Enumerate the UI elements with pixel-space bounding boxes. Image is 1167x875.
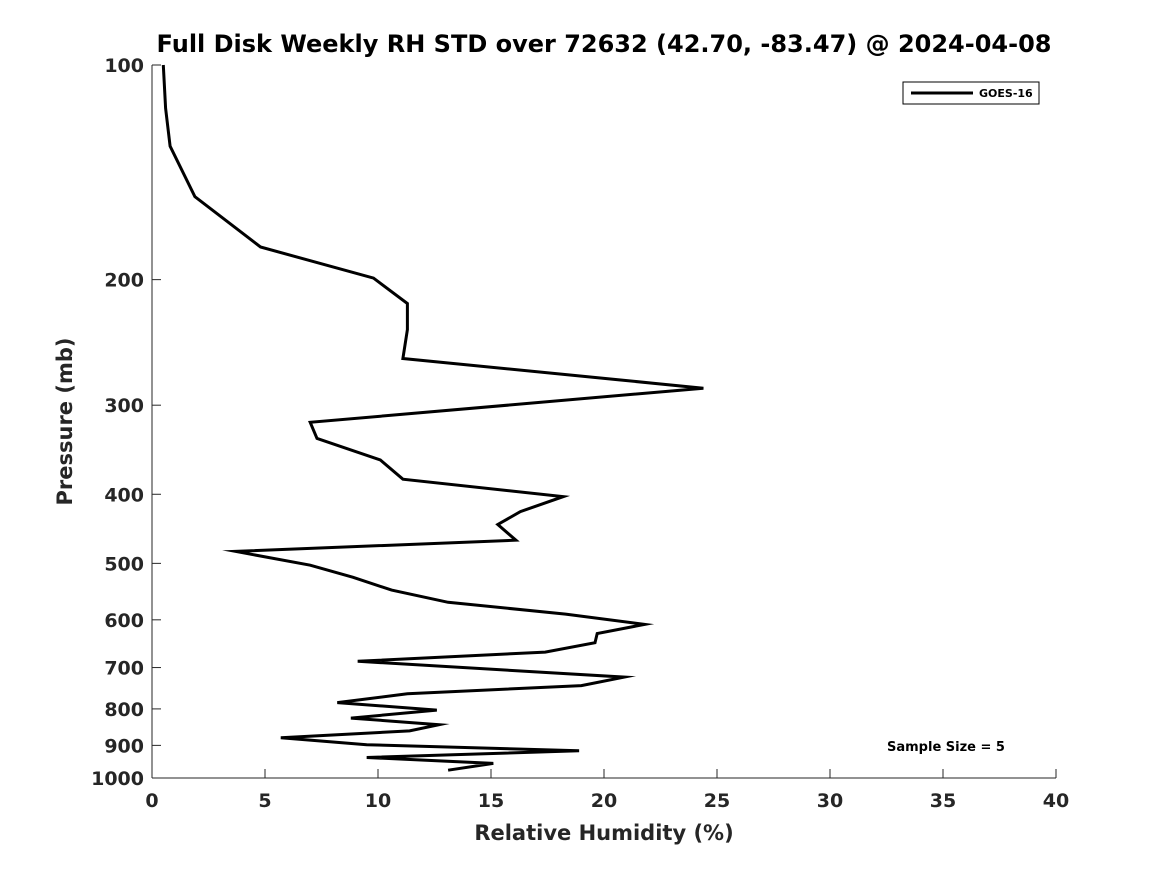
- x-axis-label: Relative Humidity (%): [474, 821, 733, 845]
- x-tick-label: 20: [591, 790, 617, 812]
- legend-label-goes-16: GOES-16: [979, 87, 1033, 100]
- y-tick-label: 300: [104, 395, 144, 417]
- x-tick-label: 35: [930, 790, 956, 812]
- x-tick-label: 15: [478, 790, 504, 812]
- x-tick-label: 30: [817, 790, 843, 812]
- series-line-goes-16: [161, 64, 704, 772]
- chart-title: Full Disk Weekly RH STD over 72632 (42.7…: [157, 30, 1052, 58]
- x-tick-label: 10: [365, 790, 391, 812]
- y-tick-label: 500: [104, 553, 144, 575]
- y-tick-label: 700: [104, 658, 144, 680]
- y-tick-label: 900: [104, 735, 144, 757]
- y-tick-label: 400: [104, 484, 144, 506]
- y-axis-label: Pressure (mb): [53, 338, 77, 506]
- x-tick-label: 5: [258, 790, 271, 812]
- y-tick-label: 600: [104, 610, 144, 632]
- y-tick-label: 200: [104, 270, 144, 292]
- x-tick-label: 0: [145, 790, 158, 812]
- x-tick-label: 40: [1043, 790, 1069, 812]
- axes: [151, 65, 1056, 779]
- y-tick-label: 1000: [91, 768, 144, 790]
- y-tick-label: 100: [104, 55, 144, 77]
- legend: GOES-16: [902, 81, 1040, 105]
- plot-lines: [161, 64, 704, 772]
- y-tick-label: 800: [104, 699, 144, 721]
- sample-size-annotation: Sample Size = 5: [887, 740, 1005, 755]
- ticks: 0 5 10 15 20 25 30 35 40 100 200 300 400 500 600 700 800…: [91, 55, 1069, 812]
- x-tick-label: 25: [704, 790, 730, 812]
